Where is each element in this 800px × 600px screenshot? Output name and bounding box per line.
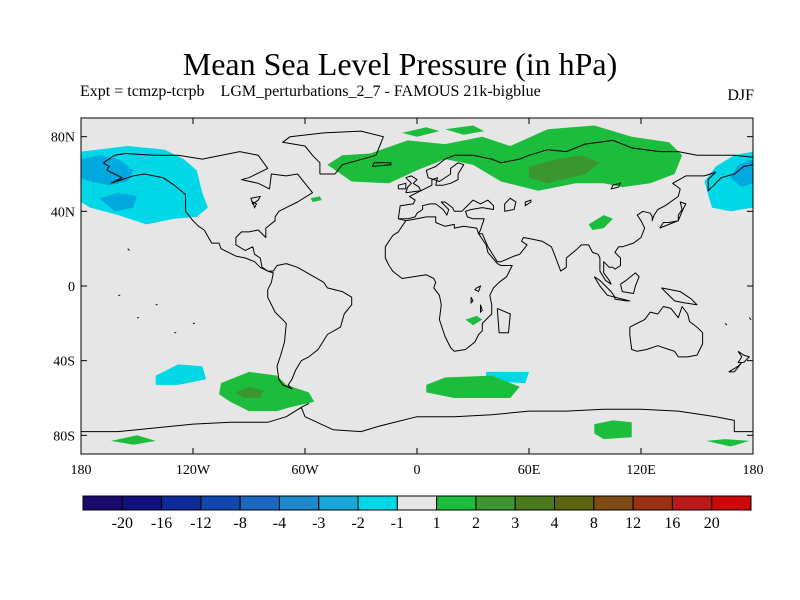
colorbar-swatch [475,495,516,511]
anomaly-region-atlantic-arctic-high [327,125,683,191]
anomaly-region-arctic-high-small-2 [445,125,485,135]
y-tick-label: 40N [51,205,75,220]
anomaly-region-drake-passage-high [219,371,315,412]
coastline-3 [398,164,754,285]
anomaly-region-south-atlantic-high [426,375,520,398]
colorbar-swatch [593,495,634,511]
colorbar-swatch [396,495,438,511]
anomaly-regions [81,125,753,447]
colorbar-swatch [161,495,202,511]
x-tick-label: 180 [71,463,92,478]
colorbar-swatch [436,495,477,511]
anomaly-region-arctic-high-small [402,127,440,137]
anomaly-region-siberian-high-core [529,155,600,184]
anomaly-region-central-asia-high [588,215,613,230]
colorbar-label: -20 [112,515,133,532]
y-tick-label: 80N [51,131,75,146]
colorbar-label: 3 [511,515,519,532]
colorbar-swatch [357,495,398,511]
anomaly-region-atlantic-small-high [310,196,322,202]
colorbar-swatch [200,495,241,511]
colorbar-label: -12 [190,515,211,532]
colorbar-label: 4 [551,515,559,532]
coastline-15 [728,362,743,373]
colorbar-label: 2 [472,515,480,532]
lake-outline-4 [524,199,532,207]
x-tick-label: 0 [414,463,421,478]
colorbar-label: 1 [433,515,441,532]
y-tick-label: 0 [68,280,75,295]
coastline-14 [737,350,750,363]
anomaly-region-africa-high [465,315,483,326]
coastline-6 [405,175,422,194]
colorbar-swatch [554,495,595,511]
x-tick-label: 120W [176,463,211,478]
coastline-11 [620,272,640,294]
x-axis-ticks: 180 120W 60W 0 60E 120E 180 [71,118,764,478]
coastline-8 [659,201,687,229]
x-tick-label: 60W [291,463,319,478]
colorbar: -20 -16 -12 -8 -4 -3 -2 -1 1 2 3 4 8 12 16 20 [82,495,752,532]
anomaly-region-north-pacific-low-core-2 [99,192,137,212]
anomaly-region-south-pacific-low [155,364,207,385]
coastline-12 [661,287,698,306]
y-axis-ticks: 80N 40N 0 40S 80S [51,131,753,444]
anomaly-region-antarctic-high-west [110,435,156,445]
coastline-16 [371,162,392,167]
lake-outline-0 [474,285,482,293]
colorbar-label: -3 [312,515,325,532]
coastlines [81,130,754,433]
colorbar-label: -1 [391,515,404,532]
lake-outline-2 [480,304,483,314]
coastline-24 [724,322,728,326]
lake-outline-3 [504,197,517,212]
coastline-13 [496,307,511,334]
coastline-25 [748,317,752,320]
coastline-17 [81,403,753,433]
colorbar-swatch [121,495,163,511]
coastline-22 [127,248,130,251]
colorbar-swatch [318,495,359,511]
anomaly-region-antarctic-high-east [706,439,750,447]
x-tick-label: 180 [743,463,764,478]
coastline-1 [282,130,384,175]
chart-title: Mean Sea Level Pressure (in hPa) [182,46,618,82]
coastline-5 [629,306,704,358]
x-tick-label: 120E [626,463,656,478]
coastline-2 [397,139,754,219]
colorbar-label: 20 [704,515,720,532]
colorbar-swatch [632,495,673,511]
colorbar-swatch [239,495,280,511]
lake-outline-7 [251,201,258,209]
colorbar-swatch [711,495,752,511]
colorbar-swatch [514,495,556,511]
lake-outline-5 [610,182,622,190]
coastline-10 [614,296,631,302]
chart-subtitle: Expt = tcmzp-tcrpb LGM_perturbations_2_7… [80,83,541,100]
y-tick-label: 80S [53,429,75,444]
colorbar-label: 8 [590,515,598,532]
y-tick-label: 40S [53,355,75,370]
colorbar-label: 16 [664,515,680,532]
colorbar-label: 12 [625,515,641,532]
colorbar-swatch [671,495,713,511]
anomaly-region-drake-passage-high-core [235,386,264,398]
anomaly-region-antarctic-high-center [594,420,632,440]
colorbar-swatch [82,495,123,511]
colorbar-label: -8 [234,515,247,532]
colorbar-swatch [278,495,320,511]
x-tick-label: 60E [518,463,541,478]
colorbar-label: -4 [273,515,286,532]
season-label: DJF [727,87,754,104]
colorbar-label: -2 [351,515,364,532]
coastline-4 [384,216,513,352]
coastline-7 [397,182,407,190]
coastline-0 [103,151,353,390]
colorbar-label: -16 [151,515,172,532]
lake-outline-1 [470,296,474,305]
lake-outline-6 [250,195,262,205]
